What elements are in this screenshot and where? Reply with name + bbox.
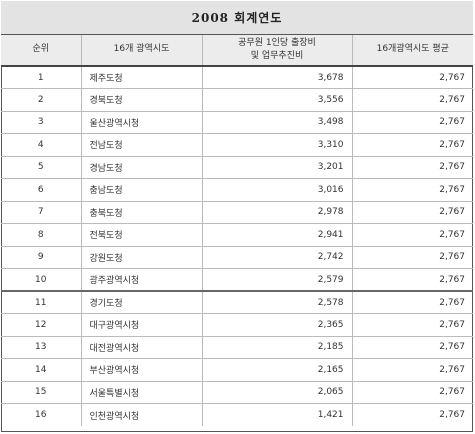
table-row: 13 대전광역시청 2,185 2,767	[1, 336, 473, 359]
table-row: 4 전남도청 3,310 2,767	[1, 133, 473, 157]
cell-average: 2,767	[352, 66, 473, 89]
table-row: 8 전북도청 2,941 2,767	[1, 223, 473, 247]
title-row: 2008 회계연도	[1, 1, 473, 35]
table-row: 11 경기도청 2,578 2,767	[1, 291, 473, 314]
cell-cost: 3,678	[202, 66, 353, 89]
cell-region: 서울특별시청	[81, 381, 203, 404]
table-row: 9 강원도청 2,742 2,767	[1, 246, 473, 269]
header-region: 16개 광역시도	[81, 34, 203, 67]
cell-region: 경남도청	[81, 156, 203, 179]
expense-table: 2008 회계연도 순위 16개 광역시도 공무원 1인당 출장비 및 업무추진…	[1, 1, 473, 426]
cell-rank: 11	[1, 291, 82, 314]
cell-rank: 8	[1, 223, 82, 247]
cell-average: 2,767	[352, 381, 473, 404]
table-row: 2 경북도청 3,556 2,767	[1, 88, 473, 112]
header-average: 16개광역시도 평균	[352, 34, 473, 67]
cell-rank: 13	[1, 336, 82, 359]
cell-cost: 2,578	[202, 291, 353, 314]
cell-average: 2,767	[352, 156, 473, 179]
cell-rank: 14	[1, 358, 82, 382]
cell-rank: 3	[1, 111, 82, 134]
table-row: 6 충남도청 3,016 2,767	[1, 178, 473, 202]
cell-region: 인천광역시청	[81, 403, 203, 426]
cell-rank: 6	[1, 178, 82, 202]
cell-rank: 12	[1, 313, 82, 337]
cell-average: 2,767	[352, 133, 473, 157]
cell-region: 전북도청	[81, 223, 203, 247]
cell-region: 광주광역시청	[81, 268, 203, 292]
cell-average: 2,767	[352, 111, 473, 134]
cell-rank: 4	[1, 133, 82, 157]
cell-region: 충남도청	[81, 178, 203, 202]
cell-region: 강원도청	[81, 246, 203, 269]
cell-rank: 9	[1, 246, 82, 269]
cell-cost: 3,498	[202, 111, 353, 134]
cell-average: 2,767	[352, 178, 473, 202]
table-row: 12 대구광역시청 2,365 2,767	[1, 313, 473, 337]
cell-region: 부산광역시청	[81, 358, 203, 382]
cell-region: 전남도청	[81, 133, 203, 157]
cell-cost: 2,185	[202, 336, 353, 359]
table-title: 2008 회계연도	[1, 1, 473, 35]
cell-region: 경기도청	[81, 291, 203, 314]
cell-average: 2,767	[352, 246, 473, 269]
cell-average: 2,767	[439, 410, 465, 420]
cell-region: 경북도청	[81, 88, 203, 112]
table-row: 15 서울특별시청 2,065 2,767	[1, 381, 473, 404]
cell-average: 2,767	[352, 358, 473, 382]
cell-rank: 15	[1, 381, 82, 404]
cell-region: 충북도청	[81, 201, 203, 224]
table-row: 5 경남도청 3,201 2,767	[1, 156, 473, 179]
cell-average: 2,767	[352, 201, 473, 224]
table-row: 10 광주광역시청 2,579 2,767	[1, 268, 473, 292]
header-cost: 공무원 1인당 출장비 및 업무추진비	[202, 34, 353, 67]
cell-cost: 2,941	[202, 223, 353, 247]
table-row: 3 울산광역시청 3,498 2,767	[1, 111, 473, 134]
table-row: 7 충북도청 2,978 2,767	[1, 201, 473, 224]
cell-cost: 2,579	[202, 268, 353, 292]
cell-cost: 1,421	[202, 403, 353, 426]
cell-region: 대전광역시청	[81, 336, 203, 359]
cell-region: 대구광역시청	[81, 313, 203, 337]
header-cost-line1: 공무원 1인당 출장비	[238, 37, 316, 48]
table-row: 14 부산광역시청 2,165 2,767	[1, 358, 473, 382]
cell-cost: 2,065	[202, 381, 353, 404]
cell-cost: 3,556	[202, 88, 353, 112]
cell-cost: 3,201	[202, 156, 353, 179]
cell-rank: 16	[1, 403, 82, 426]
cell-average: 2,767	[352, 223, 473, 247]
cell-rank: 1	[1, 66, 82, 89]
cell-cost: 2,978	[202, 201, 353, 224]
cell-average: 2,767	[352, 336, 473, 359]
cell-rank: 10	[1, 268, 82, 292]
table-row: 1 제주도청 3,678 2,767	[1, 66, 473, 89]
table-row: 16 인천광역시청 1,421 2,767	[1, 403, 473, 426]
cell-region: 울산광역시청	[81, 111, 203, 134]
cell-cost: 3,310	[202, 133, 353, 157]
cell-average: 2,767	[352, 88, 473, 112]
cell-cost: 2,165	[202, 358, 353, 382]
cell-average: 2,767	[352, 291, 473, 314]
cell-rank: 2	[1, 88, 82, 112]
cell-average: 2,767	[352, 313, 473, 337]
cell-region: 제주도청	[81, 66, 203, 89]
cell-rank: 7	[1, 201, 82, 224]
header-rank: 순위	[1, 34, 82, 67]
header-row: 순위 16개 광역시도 공무원 1인당 출장비 및 업무추진비 16개광역시도 …	[1, 34, 473, 67]
cell-rank: 5	[1, 156, 82, 179]
header-cost-line2: 및 업무추진비	[250, 50, 304, 61]
cell-cost: 2,742	[202, 246, 353, 269]
cell-cost: 2,365	[202, 313, 353, 337]
cell-cost: 3,016	[202, 178, 353, 202]
cell-average: 2,767	[352, 268, 473, 292]
